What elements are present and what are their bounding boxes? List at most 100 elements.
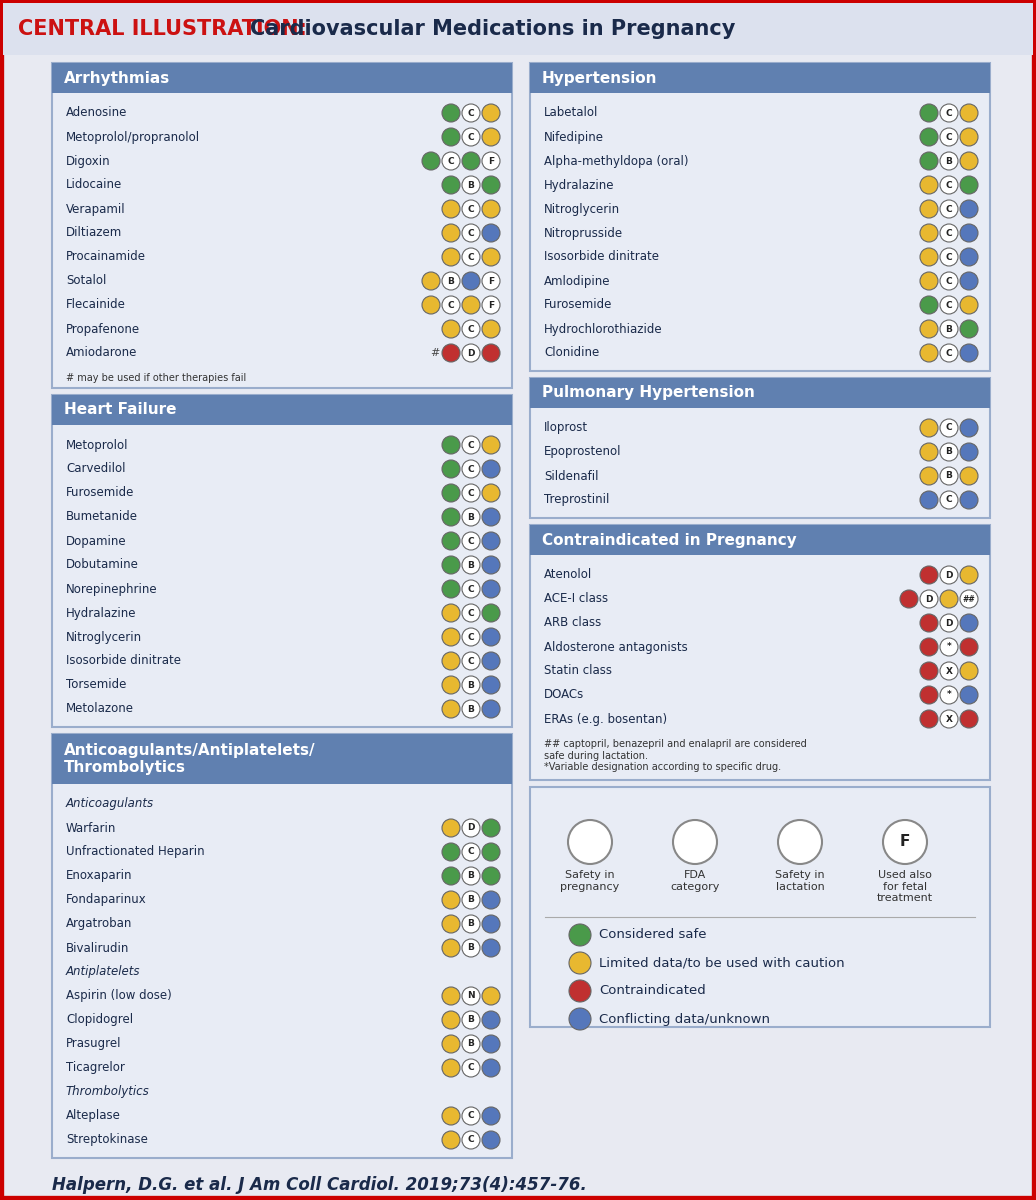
Circle shape <box>920 272 938 290</box>
Text: Fondaparinux: Fondaparinux <box>66 894 147 906</box>
Text: C: C <box>467 584 474 594</box>
Circle shape <box>920 152 938 170</box>
Text: F: F <box>488 300 494 310</box>
Text: Argatroban: Argatroban <box>66 918 133 930</box>
Circle shape <box>462 842 480 862</box>
Circle shape <box>462 818 480 838</box>
Circle shape <box>482 532 500 550</box>
Circle shape <box>960 491 978 509</box>
Circle shape <box>960 710 978 728</box>
Circle shape <box>960 443 978 461</box>
Circle shape <box>442 700 460 718</box>
FancyBboxPatch shape <box>52 734 512 784</box>
Circle shape <box>940 272 958 290</box>
Circle shape <box>900 590 918 608</box>
Text: ARB class: ARB class <box>544 617 601 630</box>
Circle shape <box>462 532 480 550</box>
Circle shape <box>960 128 978 146</box>
Text: C: C <box>467 132 474 142</box>
Text: C: C <box>467 488 474 498</box>
Circle shape <box>940 614 958 632</box>
Circle shape <box>920 296 938 314</box>
Circle shape <box>940 443 958 461</box>
Text: Epoprostenol: Epoprostenol <box>544 445 622 458</box>
Text: Considered safe: Considered safe <box>599 929 707 942</box>
Text: C: C <box>467 464 474 474</box>
Circle shape <box>960 320 978 338</box>
Circle shape <box>673 820 717 864</box>
Circle shape <box>442 532 460 550</box>
Circle shape <box>960 296 978 314</box>
Text: Dopamine: Dopamine <box>66 534 126 547</box>
Circle shape <box>960 419 978 437</box>
Text: B: B <box>946 472 952 480</box>
Text: Clopidogrel: Clopidogrel <box>66 1014 133 1026</box>
Circle shape <box>920 128 938 146</box>
FancyBboxPatch shape <box>530 526 990 780</box>
Text: FDA
category: FDA category <box>670 870 720 892</box>
Text: B: B <box>946 324 952 334</box>
Circle shape <box>482 676 500 694</box>
Text: Metoprolol/propranolol: Metoprolol/propranolol <box>66 131 200 144</box>
Circle shape <box>462 200 480 218</box>
Text: Contraindicated in Pregnancy: Contraindicated in Pregnancy <box>542 533 797 547</box>
Circle shape <box>960 152 978 170</box>
Circle shape <box>960 104 978 122</box>
Circle shape <box>960 272 978 290</box>
Circle shape <box>482 320 500 338</box>
Circle shape <box>482 842 500 862</box>
Text: Limited data/to be used with caution: Limited data/to be used with caution <box>599 956 844 970</box>
Circle shape <box>482 866 500 886</box>
Text: Isosorbide dinitrate: Isosorbide dinitrate <box>544 251 659 264</box>
Circle shape <box>442 508 460 526</box>
Text: D: D <box>945 618 953 628</box>
Circle shape <box>442 484 460 502</box>
Text: Hydralazine: Hydralazine <box>66 606 137 619</box>
Text: Thrombolytics: Thrombolytics <box>66 1086 150 1098</box>
Circle shape <box>920 248 938 266</box>
Text: B: B <box>467 704 474 714</box>
Circle shape <box>462 938 480 958</box>
Text: Sotalol: Sotalol <box>66 275 107 288</box>
Text: Unfractionated Heparin: Unfractionated Heparin <box>66 846 205 858</box>
Text: Digoxin: Digoxin <box>66 155 111 168</box>
Text: C: C <box>946 132 952 142</box>
Circle shape <box>462 104 480 122</box>
Circle shape <box>442 866 460 886</box>
Circle shape <box>462 296 480 314</box>
Circle shape <box>920 104 938 122</box>
Circle shape <box>442 460 460 478</box>
Text: Alteplase: Alteplase <box>66 1110 121 1122</box>
Circle shape <box>960 176 978 194</box>
Circle shape <box>422 152 440 170</box>
Text: C: C <box>946 424 952 432</box>
Text: C: C <box>467 1063 474 1073</box>
Text: Streptokinase: Streptokinase <box>66 1134 148 1146</box>
Text: Enoxaparin: Enoxaparin <box>66 870 133 882</box>
Circle shape <box>442 652 460 670</box>
Circle shape <box>442 676 460 694</box>
Circle shape <box>940 320 958 338</box>
Circle shape <box>442 224 460 242</box>
Circle shape <box>462 320 480 338</box>
Circle shape <box>462 1106 480 1126</box>
Text: Anticoagulants: Anticoagulants <box>66 798 154 810</box>
Text: D: D <box>925 594 932 604</box>
Text: Aspirin (low dose): Aspirin (low dose) <box>66 990 172 1002</box>
Circle shape <box>442 176 460 194</box>
Circle shape <box>442 1130 460 1150</box>
FancyBboxPatch shape <box>530 62 990 92</box>
Circle shape <box>920 320 938 338</box>
Circle shape <box>940 224 958 242</box>
Text: Isosorbide dinitrate: Isosorbide dinitrate <box>66 654 181 667</box>
FancyBboxPatch shape <box>52 395 512 727</box>
Text: Verapamil: Verapamil <box>66 203 125 216</box>
Text: C: C <box>467 608 474 618</box>
Circle shape <box>482 224 500 242</box>
Text: C: C <box>946 204 952 214</box>
Text: *: * <box>947 642 951 652</box>
Text: ##: ## <box>962 594 975 604</box>
Text: Bivalirudin: Bivalirudin <box>66 942 130 954</box>
Circle shape <box>778 820 822 864</box>
Text: Used also
for fetal
treatment: Used also for fetal treatment <box>876 870 933 904</box>
